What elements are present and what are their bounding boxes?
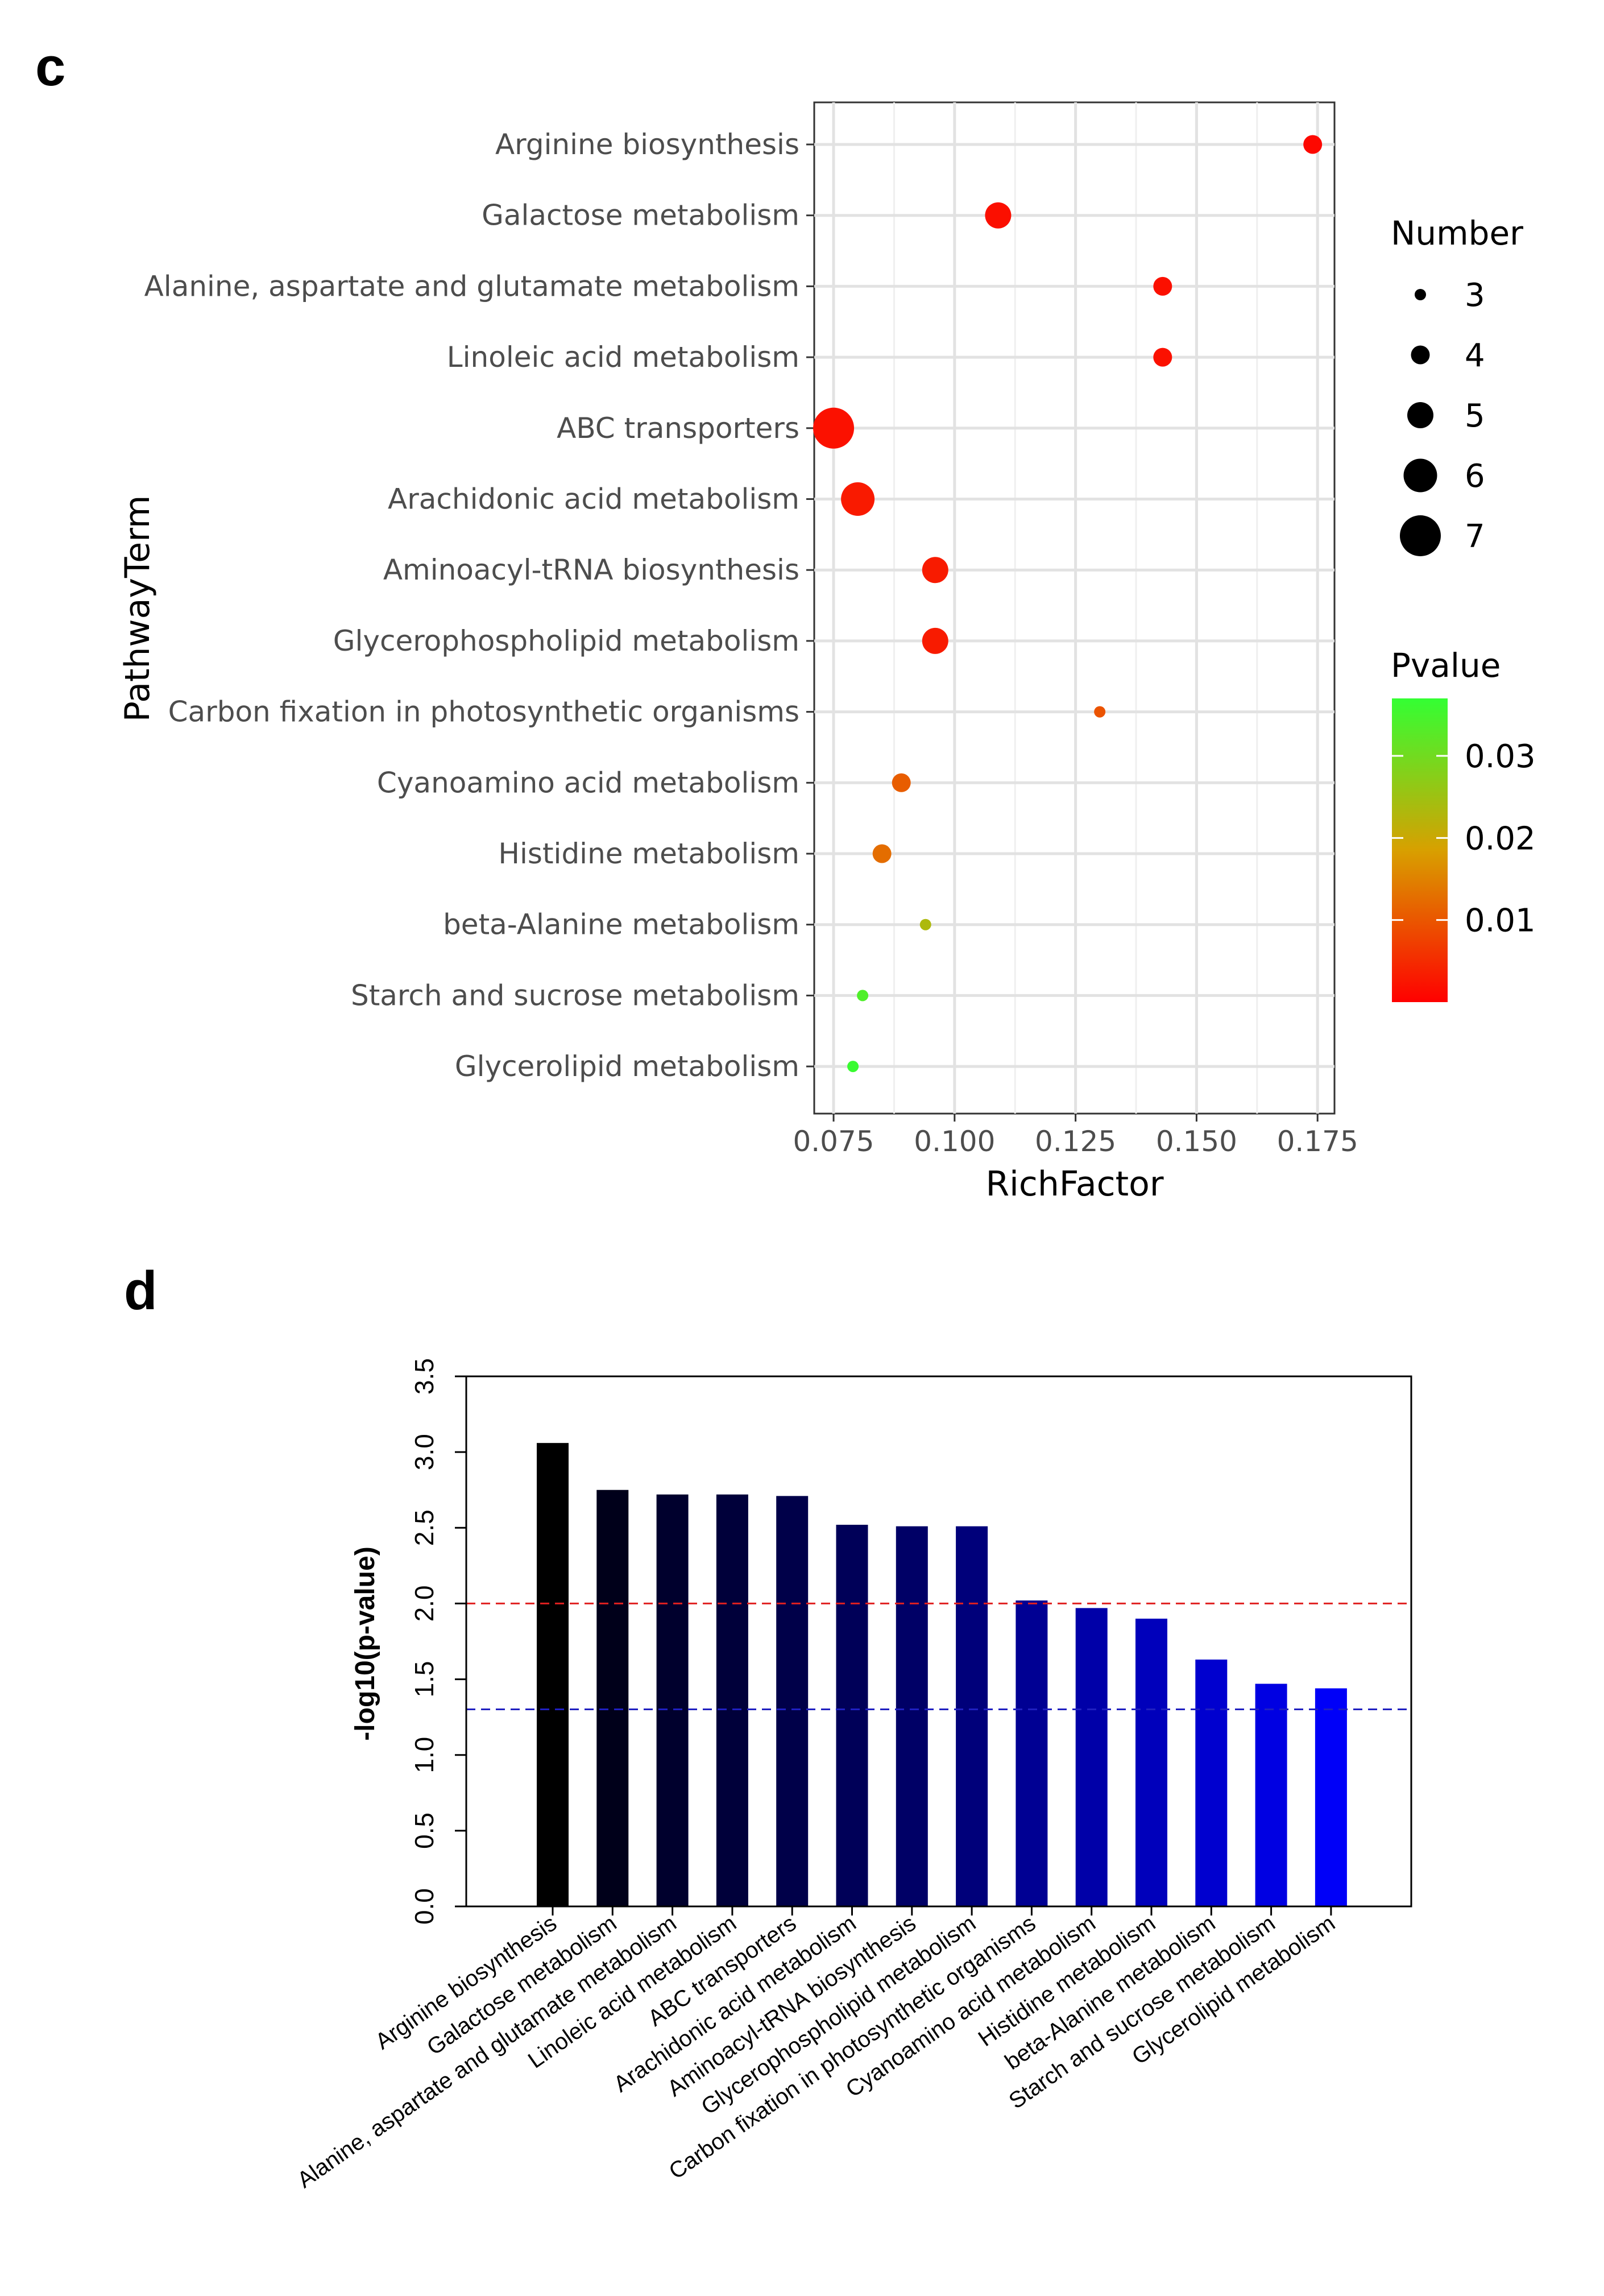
- bubble-point: [892, 773, 911, 792]
- colorbar-tick-label: 0.03: [1465, 738, 1536, 775]
- x-axis-title: RichFactor: [985, 1164, 1163, 1204]
- panel-label-d: d: [124, 1260, 158, 1321]
- pathway-label: Galactose metabolism: [482, 199, 799, 232]
- size-legend-label: 7: [1465, 518, 1485, 555]
- pvalue-bar: [1315, 1688, 1347, 1906]
- y-tick-label: 0.0: [409, 1888, 439, 1925]
- pathway-label: Aminoacyl-tRNA biosynthesis: [383, 553, 799, 586]
- pathway-label: Cyanoamino acid metabolism: [377, 766, 799, 799]
- y-axis-title: -log10(p-value): [350, 1546, 380, 1740]
- y-tick-label: 1.0: [409, 1737, 439, 1773]
- y-tick-label: 0.5: [409, 1813, 439, 1849]
- pathway-label: Alanine, aspartate and glutamate metabol…: [144, 270, 799, 303]
- bubble-points: [813, 135, 1323, 1073]
- pvalue-bar: [1255, 1683, 1287, 1906]
- pathway-label: Histidine metabolism: [498, 837, 799, 870]
- bubble-point: [1153, 347, 1172, 367]
- pathway-label: Glycerophospholipid metabolism: [333, 624, 799, 657]
- colorbar-tick-label: 0.01: [1465, 903, 1536, 940]
- pvalue-bar: [537, 1443, 569, 1906]
- bar-plot-area: [465, 1375, 1412, 1908]
- pvalue-bar: [836, 1524, 868, 1906]
- size-legend-dot: [1407, 402, 1433, 428]
- pvalue-bar: [596, 1490, 629, 1906]
- pathway-label: Glycerolipid metabolism: [455, 1050, 799, 1083]
- color-legend-title: Pvalue: [1391, 646, 1501, 685]
- x-tick-label: 0.100: [914, 1125, 995, 1158]
- pvalue-bar: [776, 1496, 809, 1906]
- size-legend-label: 3: [1465, 277, 1485, 314]
- size-legend-label: 6: [1465, 458, 1485, 495]
- pathway-label: Arginine biosynthesis: [495, 128, 799, 161]
- bubble-point: [1153, 276, 1172, 296]
- colorbar-tick-label: 0.02: [1465, 820, 1536, 857]
- y-axis-ticks: 0.0 0.5 1.0 1.5 2.0 2.5 3.0 3.5: [409, 1358, 466, 1925]
- pvalue-bar: [956, 1526, 988, 1906]
- bubble-point: [922, 627, 948, 654]
- size-legend-dot: [1400, 515, 1441, 556]
- size-legend-dot: [1411, 345, 1430, 365]
- x-tick-label: 0.150: [1156, 1125, 1237, 1158]
- pathway-label: ABC transporters: [557, 412, 799, 445]
- pvalue-bar: [1135, 1619, 1167, 1906]
- bubble-point: [847, 1061, 859, 1073]
- colorbar-ticks: 0.01 0.02 0.03: [1392, 738, 1536, 940]
- pvalue-colorbar: [1392, 698, 1448, 1002]
- bubble-point: [922, 557, 948, 584]
- bubble-point: [985, 202, 1012, 229]
- pathway-label: Arachidonic acid metabolism: [388, 483, 799, 516]
- pvalue-bar: [656, 1494, 689, 1906]
- pathway-label: Linoleic acid metabolism: [447, 341, 799, 374]
- pathway-label: Carbon fixation in photosynthetic organi…: [168, 696, 799, 729]
- bubble-point: [841, 482, 875, 516]
- y-tick-label: 2.5: [409, 1509, 439, 1546]
- bubble-chart-panel: c Arginine biosynthesis Galactose metabol…: [35, 36, 1536, 1204]
- size-legend-dot: [1415, 289, 1426, 300]
- y-tick-label: 2.0: [409, 1585, 439, 1621]
- pvalue-bar: [716, 1494, 748, 1906]
- size-legend-label: 5: [1465, 398, 1485, 435]
- panel-label-c: c: [35, 36, 65, 97]
- bubble-gridlines: [814, 102, 1334, 1114]
- pvalue-bar: [1075, 1608, 1108, 1906]
- bubble-point: [813, 407, 855, 449]
- size-legend-dot: [1403, 458, 1437, 493]
- y-tick-label: 3.5: [409, 1358, 439, 1395]
- size-legend-label: 4: [1465, 337, 1485, 374]
- bubble-point: [1303, 135, 1323, 154]
- bubble-point: [1094, 706, 1106, 718]
- pvalue-bars: [537, 1443, 1347, 1906]
- y-tick-label: 1.5: [409, 1661, 439, 1698]
- bubble-point: [919, 919, 931, 930]
- x-tick-label: 0.125: [1035, 1125, 1116, 1158]
- pathway-label: Starch and sucrose metabolism: [351, 979, 799, 1012]
- number-size-legend: Number 3 4 5 6 7: [1391, 214, 1523, 556]
- pathway-label: beta-Alanine metabolism: [443, 908, 799, 941]
- size-legend-title: Number: [1391, 214, 1523, 253]
- bubble-point: [857, 990, 869, 1002]
- y-tick-label: 3.0: [409, 1434, 439, 1470]
- x-tick-label: 0.075: [793, 1125, 874, 1158]
- pvalue-bar: [1195, 1659, 1228, 1906]
- bubble-point: [872, 844, 892, 863]
- pvalue-bar: [896, 1526, 928, 1906]
- pvalue-color-legend: Pvalue 0.01 0.02 0.03: [1391, 646, 1536, 1002]
- x-tick-label: 0.175: [1277, 1125, 1358, 1158]
- richfactor-axis-ticks: 0.075 0.100 0.125 0.150 0.175: [793, 1114, 1358, 1158]
- bar-chart-panel: d 0.0 0.5 1.0 1.5 2.0 2.5 3.0 3.5 Arginine bios…: [124, 1260, 1412, 2193]
- pathway-axis-labels: Arginine biosynthesis Galactose metabolis…: [144, 128, 814, 1083]
- pvalue-bar: [1016, 1600, 1048, 1906]
- y-axis-title: PathwayTerm: [118, 495, 158, 722]
- threshold-lines: [466, 1602, 1411, 1711]
